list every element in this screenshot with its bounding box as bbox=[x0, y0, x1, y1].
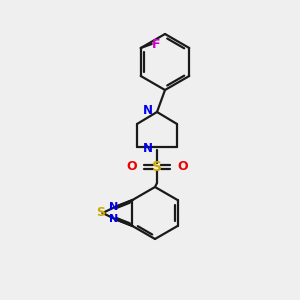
Text: N: N bbox=[143, 104, 153, 118]
Text: O: O bbox=[177, 160, 188, 173]
Text: N: N bbox=[143, 142, 153, 154]
Text: F: F bbox=[152, 38, 160, 50]
Text: S: S bbox=[97, 206, 106, 220]
Text: S: S bbox=[152, 160, 162, 174]
Text: N: N bbox=[109, 214, 118, 224]
Text: O: O bbox=[126, 160, 137, 173]
Text: N: N bbox=[109, 202, 118, 212]
